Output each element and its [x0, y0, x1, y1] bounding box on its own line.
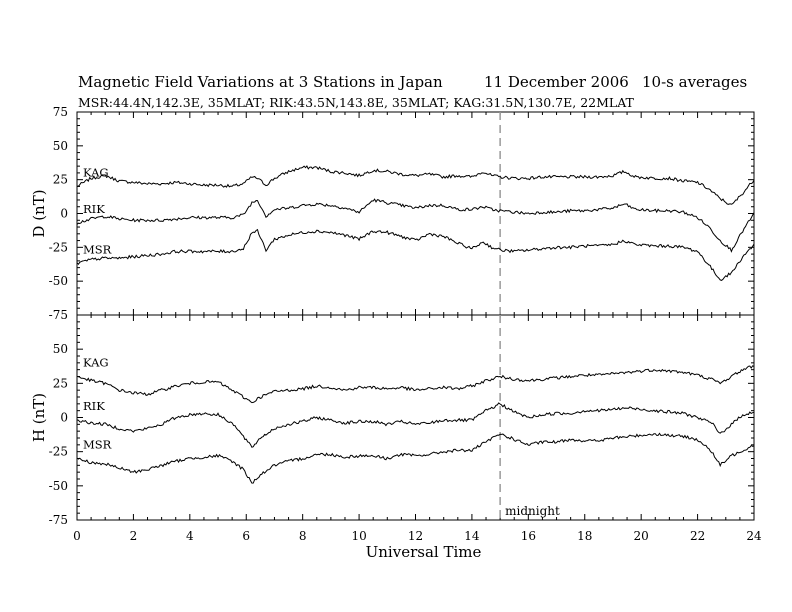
series-line-kag — [76, 165, 755, 205]
plot-frame-1 — [76, 111, 755, 316]
y-tick-label: -75 — [49, 513, 68, 527]
series-line-rik — [76, 198, 755, 253]
series-line-rik — [76, 402, 755, 448]
chart-averaging: 10-s averages — [642, 73, 748, 91]
y-tick-label: -75 — [49, 308, 68, 322]
x-axis-label: Universal Time — [366, 543, 482, 561]
series-label-kag: KAG — [83, 356, 109, 370]
midnight-label: midnight — [505, 504, 560, 518]
x-tick-label: 20 — [634, 529, 649, 543]
x-tick-label: 14 — [464, 529, 480, 543]
chart-date: 11 December 2006 — [484, 73, 629, 91]
y-tick-label: -50 — [49, 274, 68, 288]
x-tick-label: 2 — [130, 529, 138, 543]
y-tick-label: 50 — [53, 342, 68, 356]
chart-title: Magnetic Field Variations at 3 Stations … — [78, 73, 443, 91]
x-tick-label: 18 — [577, 529, 592, 543]
x-tick-label: 22 — [690, 529, 705, 543]
series-label-kag: KAG — [83, 165, 109, 179]
series-label-rik: RIK — [83, 202, 105, 216]
y-tick-label: 50 — [53, 139, 68, 153]
y-axis-label: H (nT) — [30, 393, 48, 442]
series-line-msr — [76, 432, 755, 484]
x-tick-label: 0 — [73, 529, 81, 543]
x-tick-label: 24 — [746, 529, 762, 543]
series-label-msr: MSR — [83, 438, 112, 452]
y-tick-label: 75 — [53, 105, 68, 119]
x-tick-label: 4 — [186, 529, 194, 543]
x-tick-label: 6 — [242, 529, 250, 543]
plot-frame-2 — [76, 314, 755, 521]
x-tick-label: 8 — [299, 529, 307, 543]
series-label-rik: RIK — [83, 399, 105, 413]
y-axis-label: D (nT) — [30, 189, 48, 237]
y-tick-label: 25 — [53, 173, 68, 187]
x-tick-label: 12 — [408, 529, 423, 543]
y-tick-label: -50 — [49, 479, 68, 493]
y-tick-label: -25 — [49, 240, 68, 254]
station-coordinates: MSR:44.4N,142.3E, 35MLAT; RIK:43.5N,143.… — [78, 95, 634, 110]
series-line-kag — [76, 365, 755, 404]
x-tick-label: 16 — [521, 529, 536, 543]
x-tick-label: 10 — [351, 529, 366, 543]
series-label-msr: MSR — [83, 243, 112, 257]
y-tick-label: 25 — [53, 376, 68, 390]
y-tick-label: 0 — [60, 207, 68, 221]
y-tick-label: 0 — [60, 411, 68, 425]
series-line-msr — [76, 228, 755, 281]
y-tick-label: -25 — [49, 445, 68, 459]
